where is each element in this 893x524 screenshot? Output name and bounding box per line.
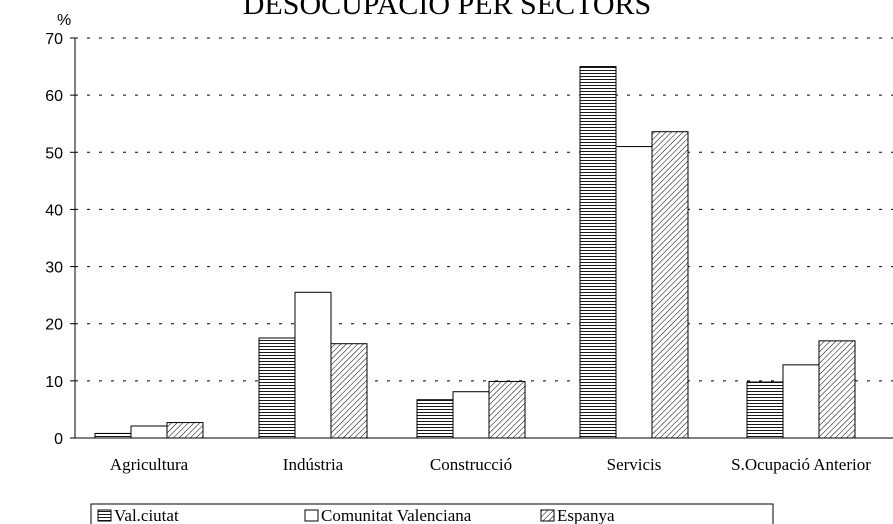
y-tick-label: 10	[45, 374, 63, 391]
bar-comunitat-valenciana-ind-stria	[294, 291, 332, 439]
bar-val-ciutat-agricultura	[94, 432, 132, 439]
bar-espanya-servicis	[651, 131, 689, 439]
legend-frame	[90, 503, 774, 524]
bar-val-ciutat-ind-stria	[258, 337, 296, 439]
legend-swatch-comunitat-valenciana	[304, 509, 319, 522]
y-tick-label: 20	[45, 317, 63, 334]
bar-espanya-ind-stria	[330, 343, 368, 439]
chart-title: DESOCUPACIÓ PER SECTORS	[243, 0, 651, 21]
bar-comunitat-valenciana-construcci-	[452, 391, 490, 439]
legend: Val.ciutat Comunitat Valenciana Espanya	[90, 503, 774, 524]
y-axis-ticks: 0 10 20 30 40 50 60 70	[45, 31, 75, 448]
bar-comunitat-valenciana-s-ocupaci-anterior	[782, 364, 820, 439]
legend-swatch-val-ciutat	[97, 509, 112, 522]
legend-swatch-espanya	[540, 509, 555, 522]
bar-val-ciutat-s-ocupaci-anterior	[746, 381, 784, 439]
legend-label-espanya: Espanya	[557, 506, 615, 524]
bar-espanya-agricultura	[166, 422, 204, 439]
x-category-label: S.Ocupació Anterior	[731, 455, 871, 474]
bar-comunitat-valenciana-servicis	[615, 146, 653, 439]
grid-lines	[75, 37, 893, 382]
y-tick-label: 0	[54, 431, 63, 448]
x-category-label: Indústria	[283, 455, 344, 474]
x-category-label: Agricultura	[110, 455, 189, 474]
y-tick-label: 50	[45, 145, 63, 162]
y-tick-label: 40	[45, 202, 63, 219]
x-category-label: Construcció	[430, 455, 512, 474]
axes	[74, 38, 893, 439]
bar-espanya-s-ocupaci-anterior	[818, 340, 856, 439]
y-tick-label: 70	[45, 31, 63, 48]
legend-label-comunitat-valenciana: Comunitat Valenciana	[321, 506, 472, 524]
bar-espanya-construcci-	[488, 380, 526, 439]
bar-comunitat-valenciana-agricultura	[130, 425, 168, 439]
x-category-label: Servicis	[607, 455, 662, 474]
legend-label-val-ciutat: Val.ciutat	[114, 506, 179, 524]
bars	[94, 66, 856, 439]
y-tick-label: 30	[45, 260, 63, 277]
y-tick-label: 60	[45, 88, 63, 105]
y-axis-unit-label: %	[57, 12, 71, 29]
bar-val-ciutat-construcci-	[416, 399, 454, 439]
bar-val-ciutat-servicis	[579, 66, 617, 439]
x-axis-labels: Agricultura Indústria Construcció Servicis S…	[110, 455, 871, 474]
